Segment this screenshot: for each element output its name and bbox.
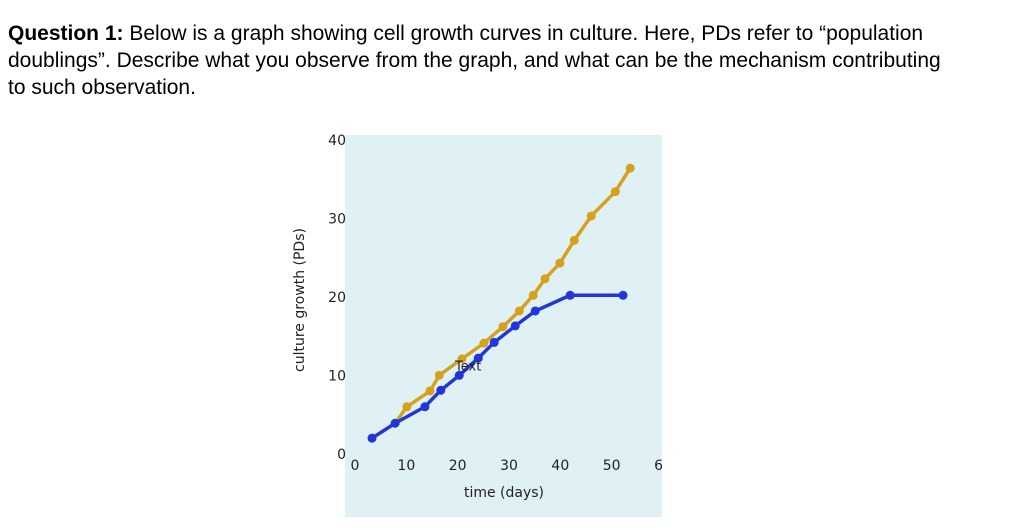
y-tick-label: 30 [328,212,346,228]
x-tick-label: 0 [351,458,360,474]
data-point [402,402,412,412]
question-label: Question 1: [8,22,124,45]
y-tick-label: 0 [337,447,346,463]
data-point [390,418,400,428]
data-point [436,385,446,395]
data-point [618,290,628,300]
x-tick-label: 50 [603,458,621,474]
data-point [479,338,489,348]
data-point [367,433,377,443]
data-point [625,163,635,173]
data-point [457,354,467,364]
data-point [510,321,520,331]
data-point [473,353,483,363]
y-axis-label: culture growth (PDs) [292,228,308,372]
data-point [498,322,508,332]
data-point [569,235,579,245]
data-point [425,386,435,396]
x-tick-label: 40 [551,458,569,474]
x-tick-label: 20 [449,458,467,474]
data-point [489,337,499,347]
data-point [565,290,575,300]
y-tick-label: 10 [328,369,346,385]
data-point [420,402,430,412]
x-tick-label: 60 [654,458,672,474]
x-axis-label: time (days) [464,485,544,501]
question-text: Below is a graph showing cell growth cur… [8,22,941,99]
data-point [540,274,550,284]
x-tick-label: 10 [397,458,415,474]
data-point [434,370,444,380]
y-tick-label: 20 [328,290,346,306]
data-point [528,290,538,300]
data-point [530,306,540,316]
data-point [586,211,596,221]
data-point [555,258,565,268]
data-point [514,306,524,316]
y-tick-label: 40 [328,133,346,149]
data-point [454,370,464,380]
plot: 0 10 20 30 40 0 10 20 30 40 50 60 Text [328,133,672,474]
question: Question 1: Below is a graph showing cel… [8,20,948,101]
x-tick-label: 30 [500,458,518,474]
data-point [610,187,620,197]
annotation: Text [454,360,481,375]
